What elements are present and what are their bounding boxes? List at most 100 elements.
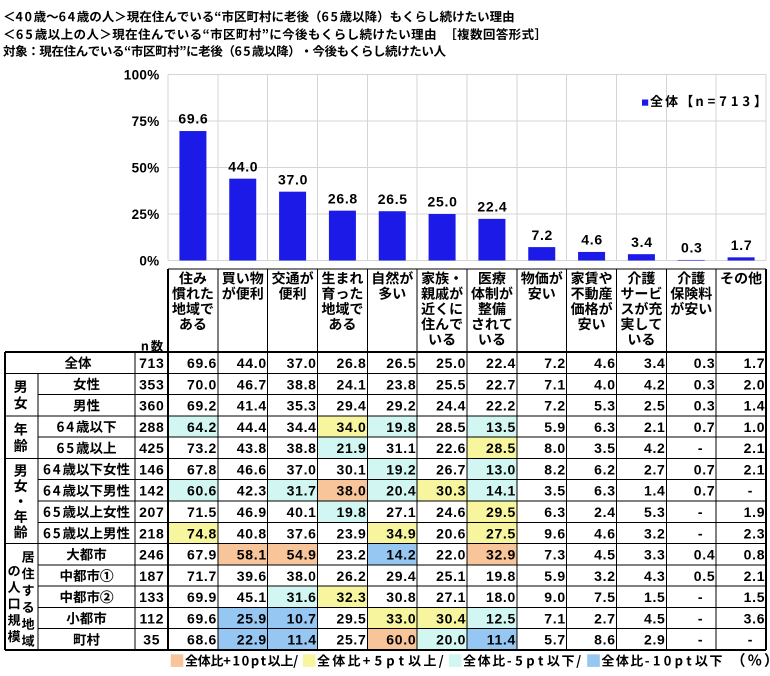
svg-text:7.1: 7.1 (544, 610, 566, 626)
svg-text:8.0: 8.0 (544, 440, 566, 456)
svg-text:69.6: 69.6 (187, 355, 217, 371)
svg-text:73.2: 73.2 (187, 440, 217, 456)
svg-text:5.3: 5.3 (594, 398, 616, 414)
svg-text:146: 146 (139, 461, 164, 477)
svg-text:5.9: 5.9 (544, 419, 566, 435)
svg-text:7.2: 7.2 (544, 398, 566, 414)
svg-text:41.4: 41.4 (237, 398, 267, 414)
svg-text:58.1: 58.1 (237, 547, 267, 563)
svg-text:22.7: 22.7 (486, 376, 516, 392)
svg-text:7.2: 7.2 (544, 355, 566, 371)
svg-text:25%: 25% (132, 207, 160, 222)
svg-text:12.5: 12.5 (486, 610, 516, 626)
svg-text:29.2: 29.2 (386, 398, 416, 414)
svg-text:246: 246 (139, 547, 164, 563)
svg-text:4.2: 4.2 (644, 440, 666, 456)
svg-text:67.9: 67.9 (187, 547, 217, 563)
svg-text:11.4: 11.4 (487, 632, 516, 648)
svg-text:22.2: 22.2 (486, 398, 516, 414)
svg-text:1.5: 1.5 (744, 589, 766, 605)
svg-text:30.8: 30.8 (386, 589, 416, 605)
svg-text:-: - (698, 632, 703, 648)
svg-text:54.9: 54.9 (287, 547, 317, 563)
svg-text:133: 133 (139, 589, 164, 605)
svg-text:0.4: 0.4 (694, 547, 716, 563)
svg-text:37.0: 37.0 (287, 355, 317, 371)
svg-text:34.0: 34.0 (336, 419, 366, 435)
svg-text:7.2: 7.2 (531, 227, 553, 243)
svg-text:34.4: 34.4 (287, 419, 317, 435)
svg-text:2.0: 2.0 (744, 376, 766, 392)
svg-text:69.6: 69.6 (187, 610, 217, 626)
svg-text:4.6: 4.6 (594, 525, 616, 541)
svg-text:19.8: 19.8 (486, 568, 516, 584)
svg-text:3.4: 3.4 (631, 234, 653, 250)
svg-text:10.7: 10.7 (287, 610, 317, 626)
svg-text:2.1: 2.1 (744, 568, 766, 584)
svg-text:27.1: 27.1 (386, 504, 416, 520)
svg-text:7.1: 7.1 (544, 376, 566, 392)
svg-text:8.2: 8.2 (544, 461, 566, 477)
svg-text:3.5: 3.5 (544, 483, 566, 499)
svg-text:32.9: 32.9 (486, 547, 516, 563)
svg-text:23.8: 23.8 (386, 376, 416, 392)
svg-text:22.4: 22.4 (477, 199, 507, 215)
svg-text:27.5: 27.5 (486, 525, 516, 541)
svg-text:28.5: 28.5 (436, 419, 466, 435)
svg-text:21.9: 21.9 (336, 440, 366, 456)
svg-text:-: - (698, 610, 703, 626)
svg-text:26.8: 26.8 (328, 190, 358, 206)
svg-text:44.0: 44.0 (228, 158, 258, 174)
svg-text:64.2: 64.2 (187, 419, 217, 435)
svg-text:4.6: 4.6 (594, 355, 616, 371)
svg-text:34.9: 34.9 (386, 525, 416, 541)
svg-text:3.4: 3.4 (644, 355, 666, 371)
svg-text:25.0: 25.0 (436, 355, 466, 371)
svg-text:20.0: 20.0 (436, 632, 466, 648)
svg-text:112: 112 (139, 610, 164, 626)
svg-text:14.1: 14.1 (486, 483, 516, 499)
svg-text:40.1: 40.1 (287, 504, 317, 520)
svg-text:-: - (698, 504, 703, 520)
svg-text:4.5: 4.5 (594, 547, 616, 563)
svg-text:13.0: 13.0 (486, 461, 516, 477)
svg-text:67.8: 67.8 (187, 461, 217, 477)
svg-text:0.3: 0.3 (694, 398, 716, 414)
svg-text:60.0: 60.0 (386, 632, 416, 648)
svg-text:2.3: 2.3 (744, 525, 766, 541)
svg-text:23.2: 23.2 (336, 547, 366, 563)
svg-text:1.5: 1.5 (644, 589, 666, 605)
svg-text:1.7: 1.7 (744, 355, 766, 371)
svg-text:24.4: 24.4 (436, 398, 466, 414)
svg-text:100%: 100% (124, 67, 160, 82)
svg-text:3.2: 3.2 (594, 568, 616, 584)
svg-text:38.8: 38.8 (287, 376, 317, 392)
svg-text:38.8: 38.8 (287, 440, 317, 456)
svg-text:1.9: 1.9 (744, 504, 766, 520)
svg-text:2.5: 2.5 (644, 398, 666, 414)
svg-text:38.0: 38.0 (287, 568, 317, 584)
svg-text:4.3: 4.3 (644, 568, 666, 584)
svg-text:2.1: 2.1 (744, 461, 766, 477)
svg-text:6.3: 6.3 (594, 419, 616, 435)
svg-text:5.7: 5.7 (544, 632, 566, 648)
svg-text:24.1: 24.1 (336, 376, 366, 392)
svg-text:25.1: 25.1 (436, 568, 466, 584)
svg-text:187: 187 (139, 568, 164, 584)
svg-text:0.8: 0.8 (744, 547, 766, 563)
svg-text:425: 425 (139, 440, 164, 456)
svg-text:3.6: 3.6 (744, 610, 766, 626)
svg-text:60.6: 60.6 (187, 483, 217, 499)
svg-text:43.8: 43.8 (237, 440, 267, 456)
svg-text:-: - (748, 483, 753, 499)
svg-text:45.1: 45.1 (237, 589, 267, 605)
svg-text:-: - (698, 589, 703, 605)
svg-text:71.7: 71.7 (187, 568, 217, 584)
svg-text:31.1: 31.1 (386, 440, 416, 456)
svg-text:22.4: 22.4 (486, 355, 516, 371)
svg-text:50%: 50% (132, 160, 160, 175)
svg-text:33.0: 33.0 (386, 610, 416, 626)
svg-text:0.7: 0.7 (694, 461, 716, 477)
svg-text:68.6: 68.6 (187, 632, 217, 648)
svg-text:5.9: 5.9 (544, 568, 566, 584)
